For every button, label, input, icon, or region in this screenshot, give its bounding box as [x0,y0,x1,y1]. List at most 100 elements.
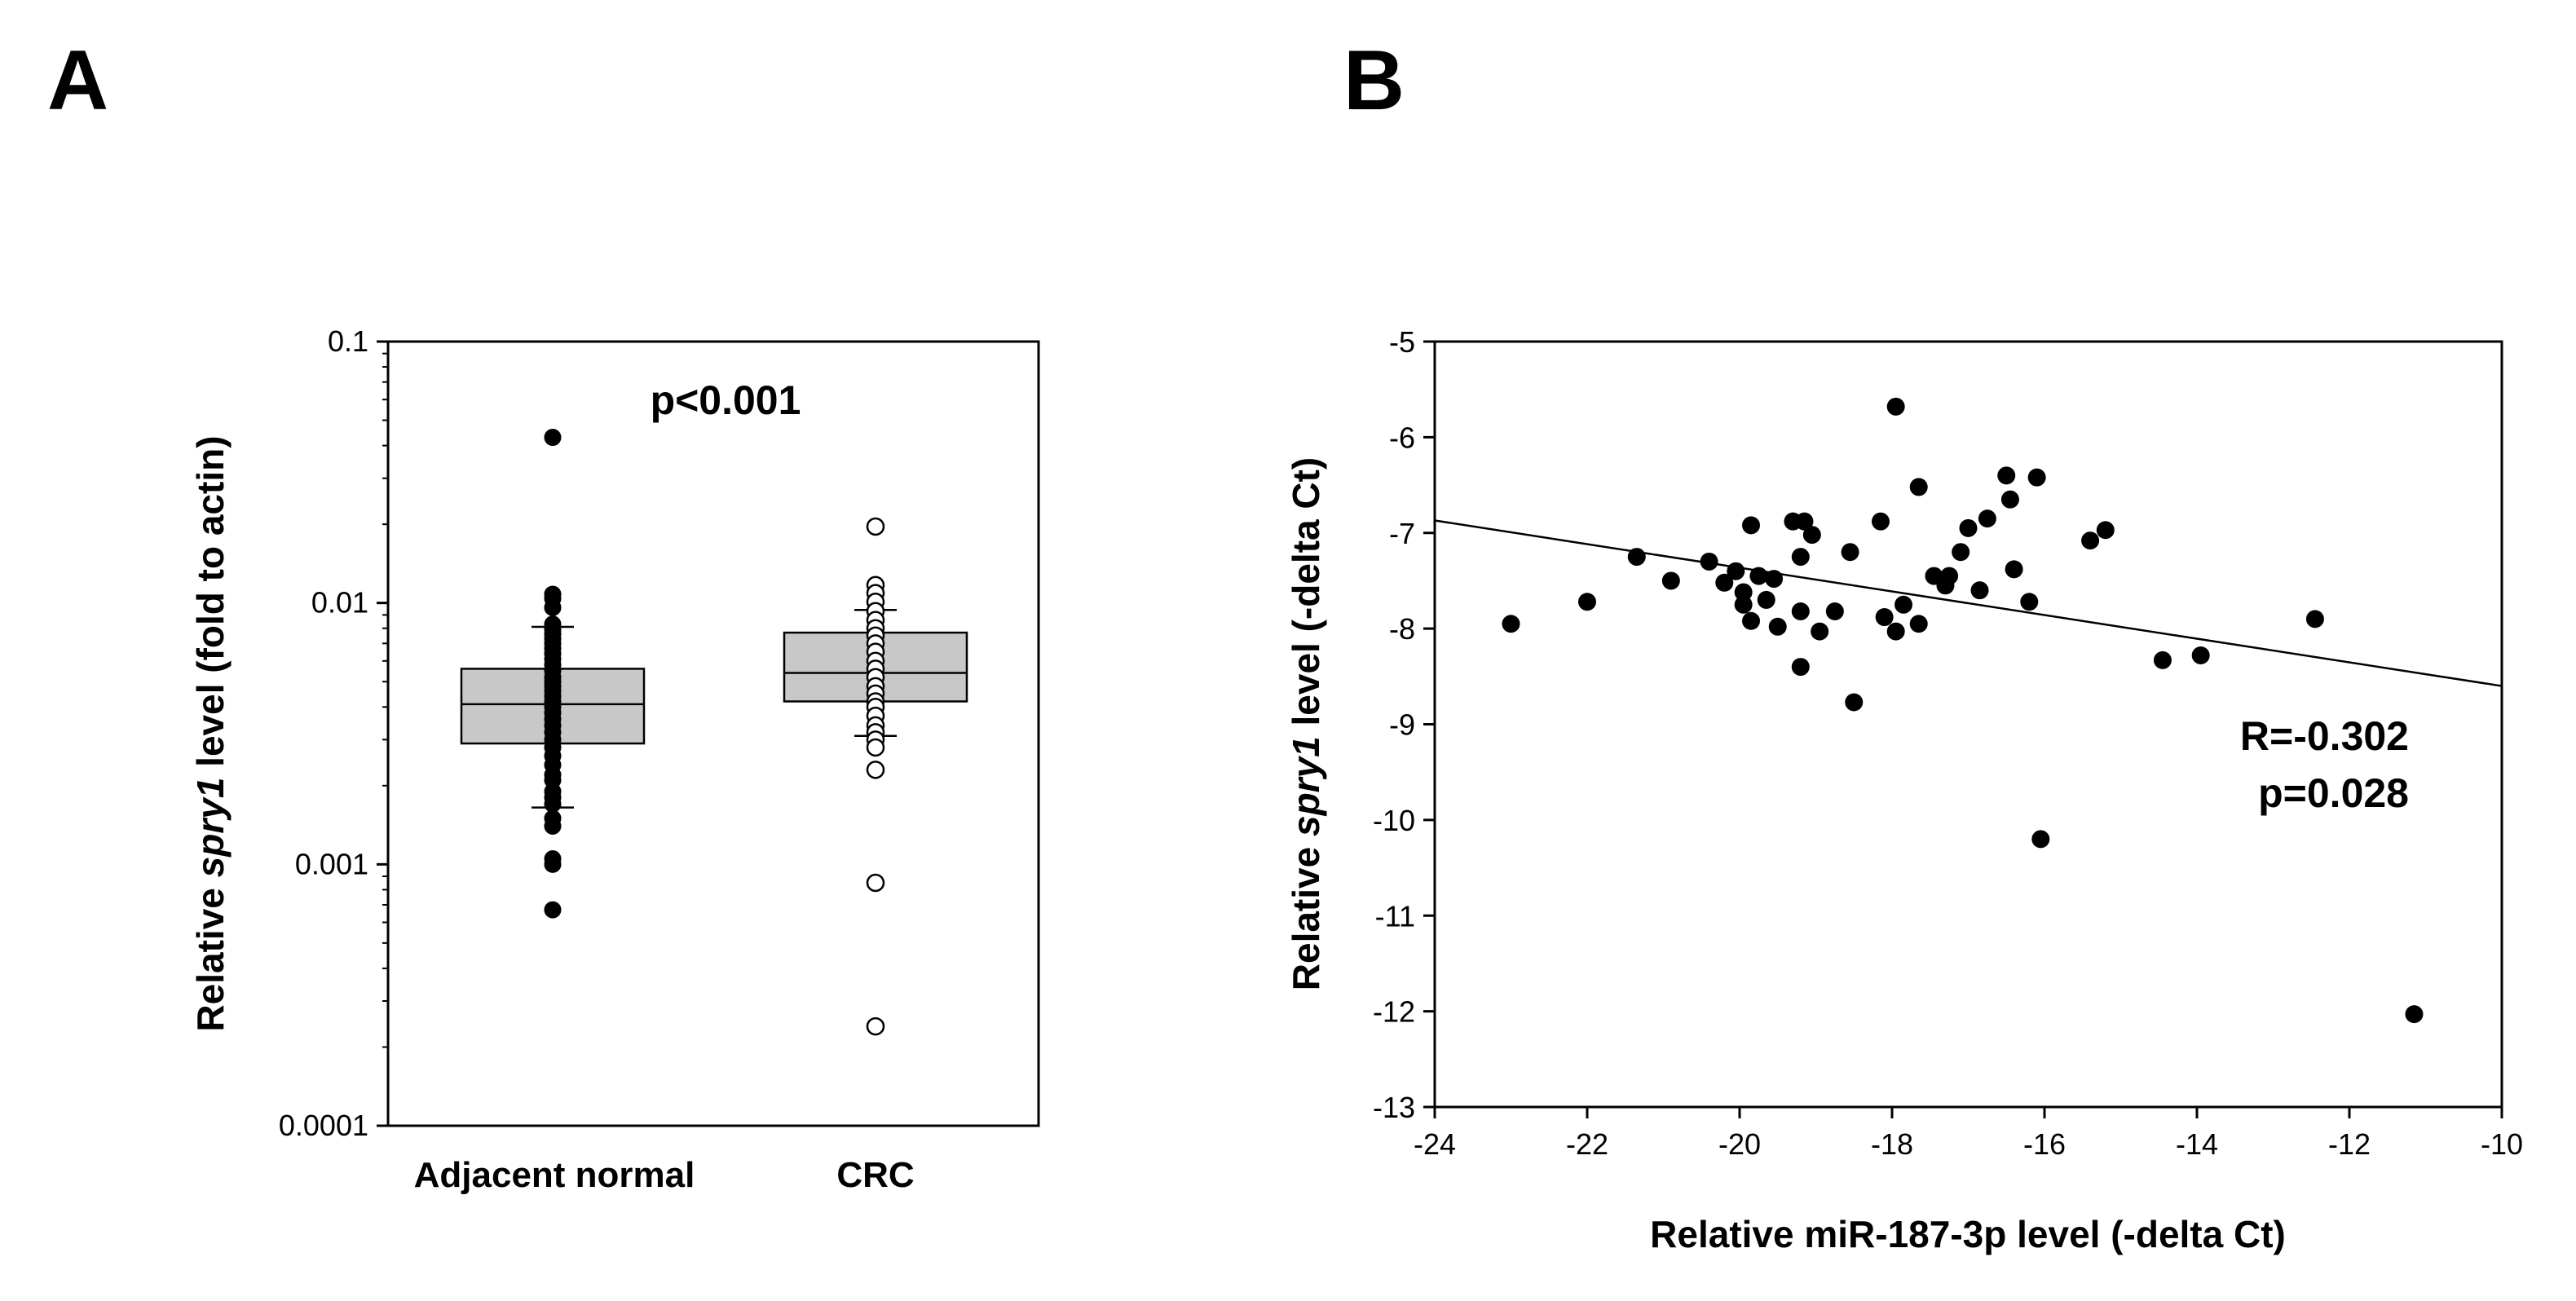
y-title-prefix-b: Relative [1285,836,1327,990]
data-point-b [2005,560,2023,579]
data-point-b [1768,617,1787,636]
data-point-b [1886,622,1905,641]
data-point-b [1875,608,1894,627]
x-tick-label-b: -20 [1718,1127,1761,1161]
data-point-b [1871,512,1890,531]
data-point-b [2031,830,2050,849]
p-annotation-b: p=0.028 [2258,770,2409,816]
data-point-b [2020,593,2039,611]
x-tick-label-b: -24 [1414,1127,1456,1161]
r-annotation: R=-0.302 [2240,713,2409,759]
panel-label-a: A [47,33,109,128]
data-point-b [1742,611,1761,630]
data-point-b [1627,548,1646,567]
data-point-b [1742,516,1761,535]
y-title-prefix-a: Relative [189,877,232,1031]
data-point-b [1700,552,1718,571]
x-tick-label-b: -14 [2176,1127,2218,1161]
scatter-plot-panel: -24 -22 -20 -18 -16 -14 -12 -10 -5 -6 -7 -8 -9 -10 -11… [1285,325,2523,1255]
data-point-b [1909,615,1928,633]
data-point-b [1757,590,1775,609]
points-b [1502,397,2424,1024]
data-point-b [2096,521,2115,540]
data-point-b [1845,693,1864,712]
y-tick-label-b: -10 [1373,804,1415,837]
y-tick-label-b: -5 [1389,325,1415,359]
y-tick-label-a: 0.001 [295,847,368,880]
category-label-adjacent-normal: Adjacent normal [414,1155,695,1195]
y-tick-label-a: 0.01 [311,586,368,620]
data-point-b [1811,622,1829,641]
data-point-b [1978,509,1996,528]
data-point-b [2305,610,2324,628]
x-tick-label-b: -16 [2023,1127,2066,1161]
data-point-b [1895,595,1913,614]
y-tick-label-b: -12 [1373,995,1415,1029]
points-a [544,429,885,1036]
panel-label-b: B [1343,33,1405,128]
data-point-b [1970,581,1989,600]
y-axis-title-a: Relative spry1 level (fold to actin) [189,435,232,1031]
axis-ticks-b: -24 -22 -20 -18 -16 -14 -12 -10 -5 -6 -7 -8 -9 -10 -11… [1373,325,2523,1161]
x-tick-label-b: -22 [1566,1127,1608,1161]
data-point-b [1802,526,1821,545]
regression-line [1434,519,2503,687]
data-point-b [2027,468,2046,487]
data-point-a [866,738,885,757]
data-point-b [1765,570,1784,589]
y-tick-label-b: -6 [1389,421,1415,454]
x-tick-label-b: -12 [2328,1127,2371,1161]
data-point-b [1997,466,2016,485]
y-tick-label-a: 0.0001 [279,1109,368,1142]
data-point-b [1727,562,1745,580]
data-point-a [544,855,562,873]
box-plot-panel: 0.0001 0.001 0.01 0.1 p<0.001 Adjacent norm… [189,324,1040,1195]
data-point-b [1791,548,1810,567]
data-point-b [1795,512,1814,531]
boxes-a [460,609,968,809]
y-tick-label-a: 0.1 [328,324,368,358]
y-axis-ticks-a: 0.0001 0.001 0.01 0.1 [279,324,388,1142]
data-point-b [1502,615,1520,633]
data-point-b [2000,490,2019,509]
data-point-b [1959,518,1978,537]
y-tick-label-b: -7 [1389,517,1415,550]
data-point-b [1734,595,1753,614]
data-point-b [2191,646,2210,664]
data-point-b [1791,602,1810,620]
data-point-b [1734,583,1753,602]
data-point-a [866,1017,885,1036]
x-tick-label-b: -18 [1871,1127,1913,1161]
data-point-b [1940,567,1959,585]
data-point-b [1841,543,1859,562]
data-point-b [1715,573,1734,592]
data-point-b [1661,571,1680,590]
data-point-b [1825,602,1844,620]
x-tick-label-b: -10 [2481,1127,2523,1161]
data-point-b [1886,397,1905,416]
y-title-gene-b: spry1 [1285,736,1327,836]
y-title-suffix-b: level (-delta Ct) [1285,457,1327,737]
plot-frame-a [386,340,1040,1127]
y-title-suffix-a: level (fold to actin) [189,435,232,777]
data-point-b [2081,531,2100,550]
y-tick-label-b: -13 [1373,1091,1415,1124]
category-label-crc: CRC [836,1155,914,1195]
data-point-a [866,517,885,536]
y-tick-label-b: -8 [1389,612,1415,646]
p-value-annotation-a: p<0.001 [651,377,801,423]
y-tick-label-b: -9 [1389,708,1415,742]
data-point-b [2153,650,2172,669]
data-point-a [866,873,885,893]
data-point-b [1952,543,1970,562]
x-axis-title-b: Relative miR-187-3p level (-delta Ct) [1650,1213,2286,1255]
data-point-a [544,598,562,616]
data-point-a [544,901,562,919]
y-axis-title-b: Relative spry1 level (-delta Ct) [1285,457,1327,990]
y-tick-label-b: -11 [1375,899,1415,933]
data-point-b [1791,658,1810,677]
data-point-a [866,761,885,779]
data-point-b [1749,567,1768,585]
data-point-b [1578,593,1596,611]
